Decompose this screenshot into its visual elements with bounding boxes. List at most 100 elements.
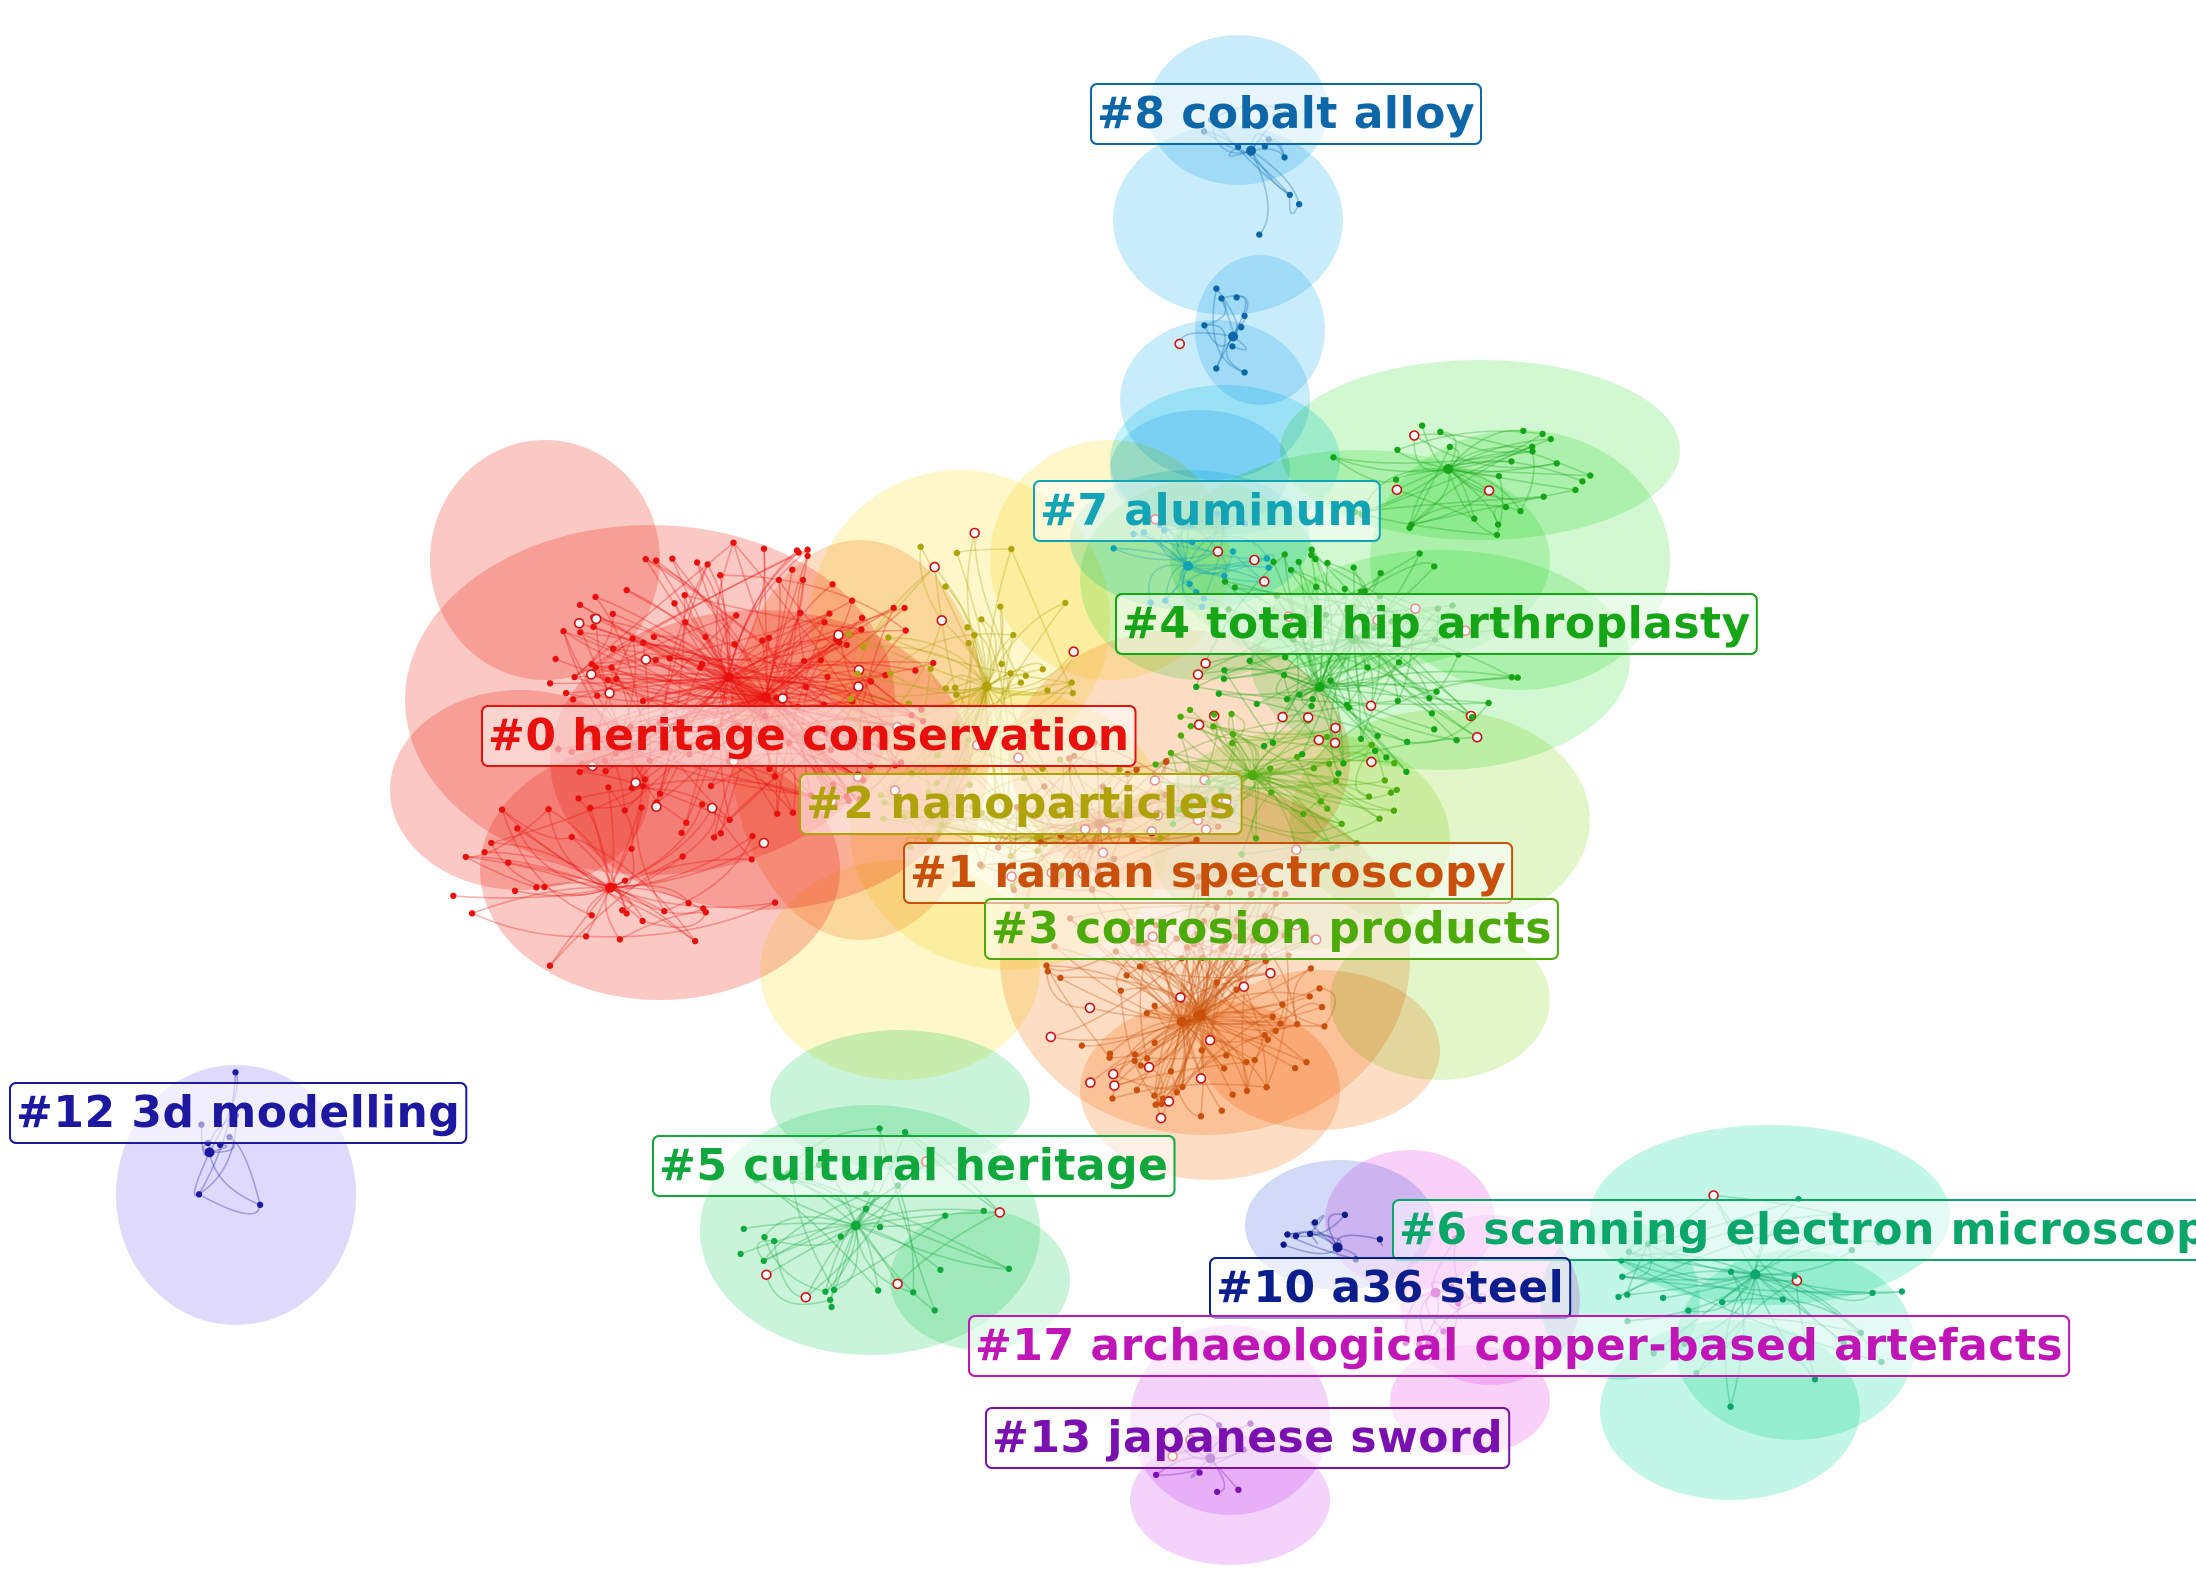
network-hub-node	[1314, 682, 1325, 692]
network-node	[964, 624, 971, 631]
network-edge	[673, 602, 729, 679]
network-edge	[1181, 1020, 1281, 1025]
network-edge	[696, 562, 794, 814]
network-node	[704, 561, 711, 568]
network-node	[638, 804, 645, 811]
network-edge	[471, 886, 611, 915]
network-node	[980, 1207, 987, 1215]
network-edge	[563, 630, 766, 698]
network-node	[1155, 1112, 1167, 1124]
network-node	[1292, 1232, 1300, 1240]
network-node	[256, 1201, 264, 1209]
network-edge	[774, 1225, 857, 1247]
network-node	[1229, 739, 1236, 747]
network-edge	[1319, 686, 1387, 758]
network-edge	[1292, 967, 1312, 1025]
network-edge	[1319, 681, 1437, 693]
network-node	[628, 845, 635, 852]
network-edge	[612, 613, 767, 698]
cluster-label-box	[1090, 83, 1482, 145]
network-node	[1152, 761, 1159, 768]
network-node	[761, 1269, 772, 1281]
network-edge	[1329, 638, 1355, 774]
network-node	[1241, 312, 1248, 320]
network-node	[1152, 1101, 1159, 1108]
network-node	[1377, 569, 1384, 577]
network-node	[1898, 1288, 1906, 1295]
network-node	[1572, 486, 1579, 494]
network-edge	[856, 566, 936, 674]
network-edge	[549, 887, 611, 967]
network-edge	[728, 612, 830, 679]
network-edge	[1302, 792, 1329, 815]
network-node	[640, 783, 647, 790]
network-node	[702, 633, 709, 641]
network-hub-node	[981, 681, 992, 692]
network-node	[901, 604, 908, 612]
network-node	[621, 807, 628, 814]
network-node	[562, 689, 570, 697]
network-node	[1062, 599, 1069, 607]
network-node	[942, 685, 949, 692]
network-node	[710, 834, 718, 841]
network-edge	[683, 595, 767, 698]
network-node	[639, 917, 646, 925]
network-node	[1167, 749, 1175, 757]
network-node	[862, 1205, 870, 1213]
network-edge	[764, 569, 794, 698]
network-node	[1392, 476, 1400, 483]
network-node	[1416, 550, 1423, 557]
network-node	[1175, 992, 1186, 1003]
network-node	[1133, 1086, 1141, 1094]
network-node	[994, 1207, 1006, 1218]
network-node	[1446, 443, 1454, 451]
network-node	[1403, 738, 1411, 745]
network-edge	[1054, 945, 1182, 1023]
network-edge	[1662, 1273, 1756, 1299]
network-node	[651, 801, 662, 813]
network-edge	[986, 685, 1073, 695]
cluster-label-text: #12 3d modelling	[16, 1087, 460, 1138]
network-node	[804, 546, 811, 553]
network-edge	[655, 659, 766, 698]
network-edge	[1181, 989, 1238, 1023]
network-edge	[1447, 462, 1557, 474]
network-edge	[1319, 987, 1336, 1027]
network-edge	[1519, 451, 1535, 512]
network-edge	[740, 1224, 856, 1255]
network-node	[545, 806, 552, 813]
network-edge	[580, 631, 825, 706]
network-edge	[465, 856, 611, 889]
network-edge	[1688, 1274, 1756, 1313]
network-node	[1233, 294, 1240, 301]
network-edge	[889, 633, 1014, 675]
network-edge	[1296, 756, 1343, 825]
network-node	[1231, 584, 1239, 591]
network-edge	[579, 631, 729, 679]
network-edge	[728, 629, 906, 678]
network-node	[1624, 1291, 1631, 1298]
cluster-label-text: #3 corrosion products	[991, 903, 1552, 954]
network-node	[682, 619, 689, 626]
network-edge	[704, 636, 766, 698]
network-node	[588, 912, 595, 919]
network-node	[1310, 765, 1318, 772]
network-edge	[1114, 1061, 1247, 1087]
network-node	[971, 632, 978, 639]
network-node	[1256, 231, 1263, 238]
cluster-label-c1: #1 raman spectroscopy	[903, 842, 1514, 904]
network-edge	[1204, 297, 1227, 327]
network-node	[1508, 458, 1515, 465]
network-node	[619, 907, 626, 914]
network-edge	[1252, 759, 1395, 777]
network-node	[541, 883, 548, 891]
network-edge	[1155, 758, 1330, 766]
network-node	[1727, 1268, 1735, 1276]
network-node	[576, 601, 584, 609]
network-node	[604, 687, 615, 699]
network-edge	[765, 669, 860, 698]
network-edge	[728, 662, 934, 684]
network-edge	[1252, 767, 1314, 777]
network-edge	[1252, 758, 1372, 776]
network-node	[1280, 671, 1288, 679]
